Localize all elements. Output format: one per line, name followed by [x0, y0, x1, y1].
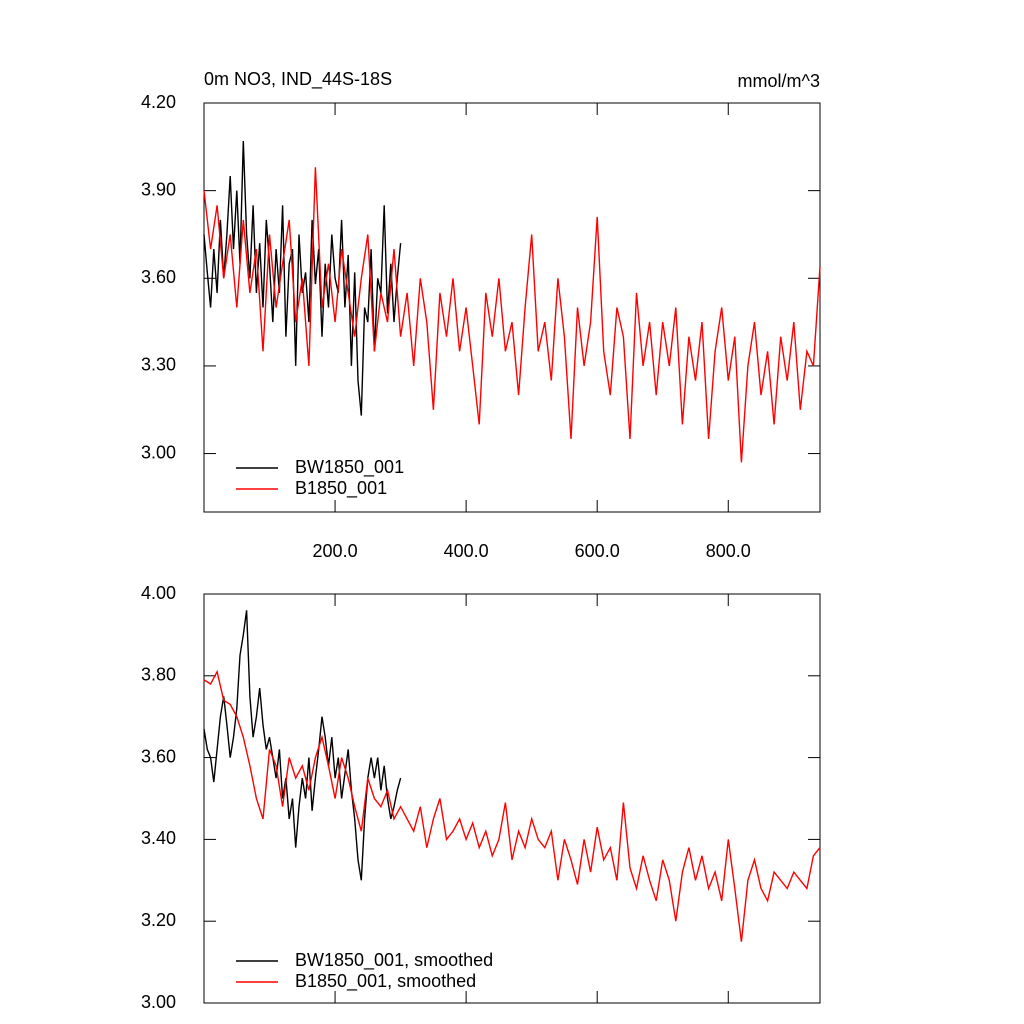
legend-label: BW1850_001	[295, 457, 404, 478]
legend-label: B1850_001, smoothed	[295, 971, 476, 992]
plot-frame	[203, 102, 821, 513]
units-label: mmol/m^3	[738, 71, 820, 91]
y-tick-label: 3.60	[141, 267, 176, 287]
data-line	[203, 140, 402, 416]
x-tick-label: 200.0	[313, 541, 358, 561]
legend-label: B1850_001	[295, 478, 387, 499]
y-tick-label: 3.30	[141, 355, 176, 375]
data-line	[203, 610, 402, 881]
data-line	[203, 167, 821, 463]
y-tick-label: 3.90	[141, 179, 176, 199]
legend-label: BW1850_001, smoothed	[295, 950, 493, 971]
x-tick-label: 600.0	[575, 541, 620, 561]
y-tick-label: 3.00	[141, 992, 176, 1012]
x-tick-label: 400.0	[444, 541, 489, 561]
y-tick-label: 3.40	[141, 828, 176, 848]
chart-title: 0m NO3, IND_44S-18S	[204, 69, 392, 90]
data-line	[203, 669, 821, 942]
y-tick-label: 3.80	[141, 665, 176, 685]
y-tick-label: 3.20	[141, 910, 176, 930]
plot-frame	[203, 593, 821, 1004]
y-tick-label: 4.00	[141, 583, 176, 603]
x-tick-label: 800.0	[706, 541, 751, 561]
y-tick-label: 4.20	[141, 92, 176, 112]
y-tick-label: 3.00	[141, 442, 176, 462]
y-tick-label: 3.60	[141, 746, 176, 766]
